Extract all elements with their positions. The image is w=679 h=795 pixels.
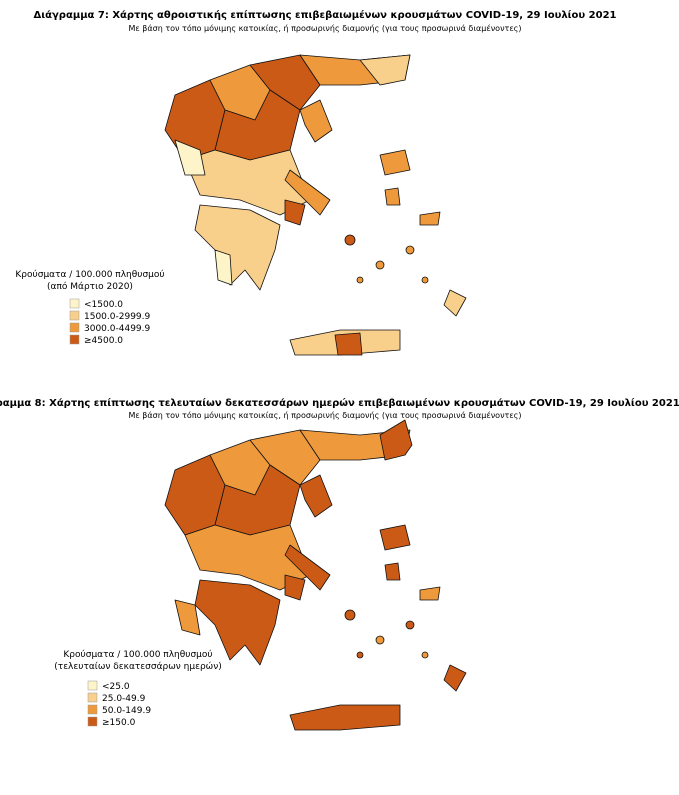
- region: [421, 651, 429, 659]
- region: [174, 139, 206, 176]
- region: [419, 211, 441, 226]
- map-title: Διάγραμμα 8: Χάρτης επίπτωσης τελευταίων…: [0, 397, 679, 409]
- region: [214, 249, 233, 286]
- region: [334, 332, 363, 356]
- region: [299, 99, 333, 143]
- region: [384, 187, 401, 206]
- legend-label: <25.0: [102, 682, 130, 692]
- region: [379, 149, 411, 176]
- region: [249, 54, 321, 111]
- map: [164, 54, 467, 356]
- legend-swatch: [69, 310, 80, 321]
- legend-swatch: [69, 322, 80, 333]
- legend-label: ≥150.0: [102, 718, 136, 728]
- map-subtitle: Με βάση τον τόπο μόνιμης κατοικίας, ή πρ…: [129, 410, 522, 420]
- legend-swatch: [69, 334, 80, 345]
- map-title: Διάγραμμα 7: Χάρτης αθροιστικής επίπτωση…: [33, 9, 616, 21]
- region: [421, 276, 429, 284]
- region: [174, 599, 201, 636]
- region: [344, 609, 356, 621]
- region: [289, 704, 401, 731]
- region: [284, 544, 331, 591]
- region: [284, 199, 306, 226]
- legend-label: 50.0-149.9: [102, 706, 151, 716]
- region: [375, 260, 385, 270]
- region: [359, 54, 411, 86]
- region: [379, 419, 413, 461]
- map: [164, 419, 467, 731]
- legend-title: Κρούσματα / 100.000 πληθυσμού: [15, 269, 164, 280]
- region: [356, 651, 364, 659]
- legend-title: (από Μάρτιο 2020): [47, 281, 133, 292]
- legend-swatch: [69, 298, 80, 309]
- region: [284, 574, 306, 601]
- region: [405, 245, 415, 255]
- region: [419, 586, 441, 601]
- legend-label: <1500.0: [84, 300, 123, 310]
- legend-swatch: [87, 704, 98, 715]
- region: [194, 579, 281, 666]
- region: [356, 276, 364, 284]
- legend-title: (τελευταίων δεκατεσσάρων ημερών): [54, 661, 221, 672]
- region: [405, 620, 415, 630]
- region: [249, 429, 321, 486]
- legend-title: Κρούσματα / 100.000 πληθυσμού: [63, 649, 212, 660]
- legend: <25.0 25.0-49.9 50.0-149.9 ≥150.0: [87, 680, 151, 728]
- legend: <1500.0 1500.0-2999.9 3000.0-4499.9 ≥4500.0: [69, 298, 151, 346]
- legend-label: 3000.0-4499.9: [84, 324, 151, 334]
- map-subtitle: Με βάση τον τόπο μόνιμης κατοικίας, ή πρ…: [129, 23, 522, 33]
- map-panel: Διάγραμμα 7: Χάρτης αθροιστικής επίπτωση…: [15, 9, 617, 356]
- legend-label: ≥4500.0: [84, 336, 123, 346]
- legend-label: 25.0-49.9: [102, 694, 146, 704]
- legend-swatch: [87, 692, 98, 703]
- legend-swatch: [87, 680, 98, 691]
- region: [384, 562, 401, 581]
- region: [284, 169, 331, 216]
- region: [443, 664, 467, 692]
- region: [375, 635, 385, 645]
- region: [443, 289, 467, 317]
- region: [379, 524, 411, 551]
- map-panel: Διάγραμμα 8: Χάρτης επίπτωσης τελευταίων…: [0, 397, 679, 731]
- legend-label: 1500.0-2999.9: [84, 312, 151, 322]
- region: [299, 474, 333, 518]
- region: [344, 234, 356, 246]
- region: [194, 204, 281, 291]
- legend-swatch: [87, 716, 98, 727]
